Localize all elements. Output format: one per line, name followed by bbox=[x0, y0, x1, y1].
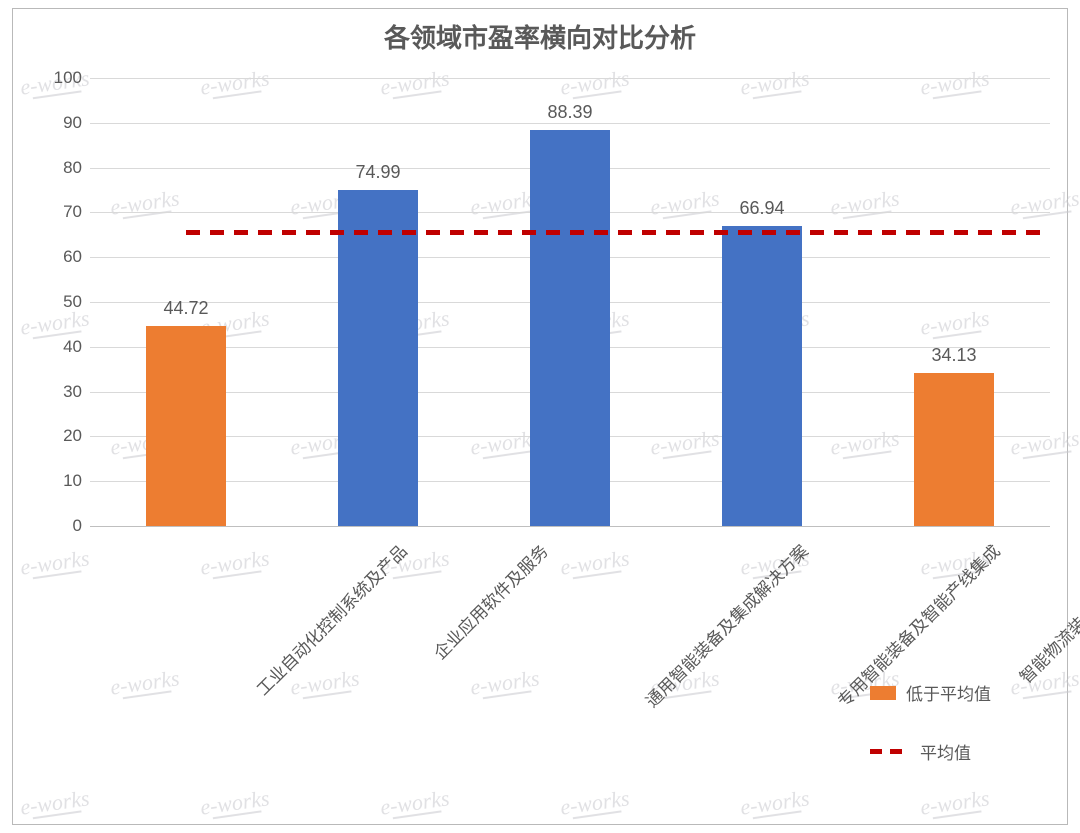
chart-title: 各领域市盈率横向对比分析 bbox=[340, 18, 740, 55]
average-line bbox=[186, 230, 1050, 235]
legend-item: 平均值 bbox=[870, 739, 1050, 764]
y-tick-label: 0 bbox=[36, 516, 82, 536]
bar bbox=[914, 373, 994, 526]
y-tick-label: 60 bbox=[36, 247, 82, 267]
y-tick-label: 100 bbox=[36, 68, 82, 88]
y-tick-label: 80 bbox=[36, 158, 82, 178]
bar-data-label: 74.99 bbox=[355, 162, 400, 183]
bar-data-label: 44.72 bbox=[163, 298, 208, 319]
bar-data-label: 88.39 bbox=[547, 102, 592, 123]
legend-label: 低于平均值 bbox=[906, 680, 991, 705]
y-tick-label: 40 bbox=[36, 337, 82, 357]
y-tick-label: 90 bbox=[36, 113, 82, 133]
legend-item: 低于平均值 bbox=[870, 680, 1050, 705]
bar-data-label: 34.13 bbox=[931, 345, 976, 366]
y-tick-label: 70 bbox=[36, 202, 82, 222]
gridline bbox=[90, 78, 1050, 79]
chart-frame: e-workse-workse-workse-workse-workse-wor… bbox=[0, 0, 1080, 833]
legend: 低于平均值平均值 bbox=[870, 680, 1050, 764]
plot-area: 44.72 74.99 88.39 66.94 34.13 bbox=[90, 78, 1050, 526]
legend-swatch-dash bbox=[870, 749, 910, 754]
legend-label: 平均值 bbox=[920, 739, 971, 764]
y-tick-label: 10 bbox=[36, 471, 82, 491]
bar bbox=[722, 226, 802, 526]
gridline bbox=[90, 526, 1050, 527]
y-tick-label: 50 bbox=[36, 292, 82, 312]
bar bbox=[338, 190, 418, 526]
bar bbox=[530, 130, 610, 526]
y-tick-label: 30 bbox=[36, 382, 82, 402]
bar-data-label: 66.94 bbox=[739, 198, 784, 219]
legend-swatch-bar bbox=[870, 686, 896, 700]
bar bbox=[146, 326, 226, 526]
y-tick-label: 20 bbox=[36, 426, 82, 446]
